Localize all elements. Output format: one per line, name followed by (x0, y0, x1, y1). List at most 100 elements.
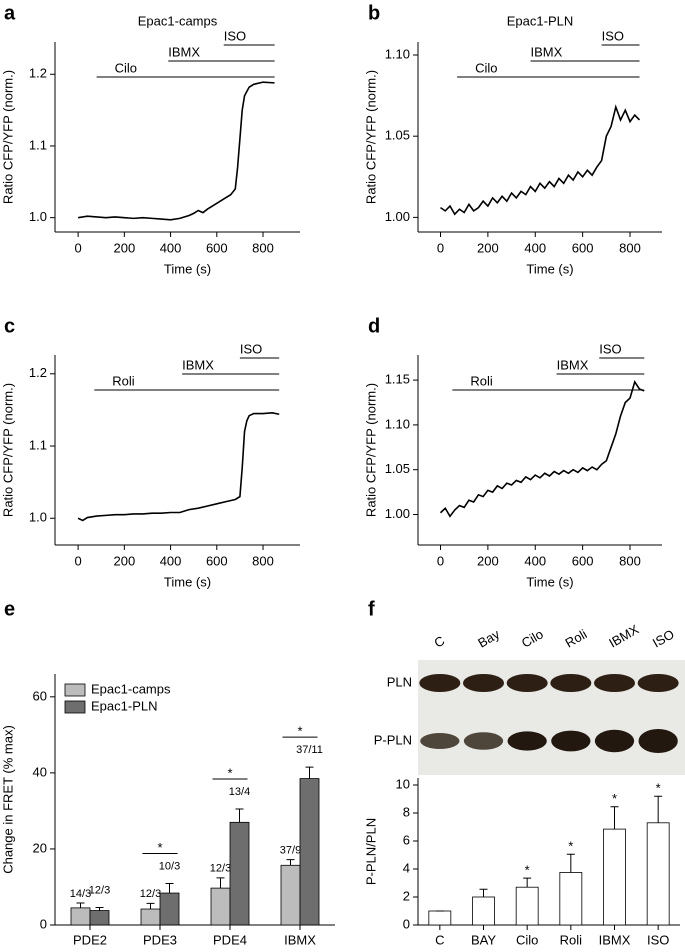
x-tick-label: 0 (437, 240, 444, 255)
row-label: P-PLN (374, 732, 412, 747)
x-tick-label: PDE3 (143, 932, 177, 947)
x-tick-label: 400 (524, 240, 546, 255)
y-axis-label: Ratio CFP/YFP (norm.) (0, 70, 15, 204)
x-tick-label: 200 (113, 240, 135, 255)
bar (210, 887, 231, 926)
data-line (440, 104, 641, 216)
y-tick-label: 0 (403, 916, 410, 931)
x-tick-label: 600 (206, 240, 228, 255)
y-tick-label: 1.05 (385, 461, 410, 476)
panel-letter: b (368, 2, 380, 24)
blot-band (506, 674, 548, 692)
x-tick-label: Cilo (516, 932, 538, 947)
error-bar (216, 877, 225, 889)
lane-label: C (432, 633, 448, 651)
blot-band (551, 730, 591, 752)
x-tick-label: 0 (74, 553, 81, 568)
lane-label: ISO (650, 626, 677, 650)
y-axis-label: Ratio CFP/YFP (norm.) (363, 70, 378, 204)
x-tick-label: 200 (113, 553, 135, 568)
treatment-label: ISO (224, 28, 246, 43)
n-label: 13/4 (229, 786, 250, 798)
error-bar (479, 888, 488, 897)
lane-label: IBMX (606, 622, 641, 651)
y-tick-label: 20 (33, 840, 47, 855)
x-axis-label: Time (s) (164, 261, 211, 276)
bar (559, 872, 583, 926)
x-tick-label: 800 (619, 240, 641, 255)
data-line (77, 411, 280, 522)
bar (299, 778, 320, 926)
y-tick-label: 40 (33, 764, 47, 779)
x-tick-label: 0 (437, 553, 444, 568)
panel-letter: c (4, 315, 15, 337)
x-tick-label: Roli (560, 932, 583, 947)
y-tick-label: 1.10 (385, 46, 410, 61)
x-tick-label: BAY (471, 932, 496, 947)
treatment-label: Cilo (475, 60, 497, 75)
x-tick-label: C (435, 932, 444, 947)
chart-title: Epac1-PLN (507, 13, 573, 28)
error-bar (610, 806, 619, 830)
chart-title: Epac1-camps (138, 13, 218, 28)
treatment-label: IBMX (168, 44, 200, 59)
blot-band (507, 731, 547, 751)
x-axis-label: Time (s) (526, 261, 573, 276)
treatment-label: IBMX (531, 44, 563, 59)
treatment-label: Cilo (115, 60, 137, 75)
y-tick-label: 1.0 (29, 209, 47, 224)
y-tick-label: 4 (403, 860, 410, 875)
bar (472, 896, 495, 926)
y-tick-label: 0 (40, 916, 47, 931)
error-bar (286, 859, 295, 866)
y-tick-label: 1.1 (29, 437, 47, 452)
treatment-label: ISO (599, 341, 621, 356)
x-tick-label: 800 (619, 553, 641, 568)
x-tick-label: 400 (524, 553, 546, 568)
bar (229, 821, 250, 926)
bar (89, 910, 110, 926)
x-tick-label: 400 (160, 240, 182, 255)
blot-band (463, 732, 504, 750)
n-label: 37/11 (296, 744, 323, 756)
blot-band (419, 674, 461, 692)
x-tick-label: 0 (74, 240, 81, 255)
x-tick-label: 600 (572, 553, 594, 568)
panel-letter: d (368, 315, 380, 337)
x-axis-label: Time (s) (526, 574, 573, 589)
x-tick-label: 600 (206, 553, 228, 568)
y-tick-label: 1.15 (385, 372, 410, 387)
x-tick-label: ISO (647, 932, 669, 947)
y-tick-label: 1.05 (385, 128, 410, 143)
x-tick-label: PDE4 (213, 932, 247, 947)
legend-swatch (64, 700, 86, 714)
lane-label: Roli (563, 626, 590, 650)
legend-swatch (64, 683, 86, 697)
blot-band (637, 674, 679, 692)
significance-star: * (297, 724, 302, 739)
y-axis-label: Ratio CFP/YFP (norm.) (363, 383, 378, 517)
y-tick-label: 10 (396, 776, 410, 791)
significance-star: * (227, 765, 232, 780)
bar (603, 828, 626, 926)
y-tick-label: 1.00 (385, 506, 410, 521)
x-tick-label: 400 (160, 553, 182, 568)
x-tick-label: 800 (252, 553, 274, 568)
bar (159, 892, 180, 926)
blot-band (420, 733, 460, 749)
y-axis-label: P-PLN/PLN (363, 818, 378, 885)
significance-star: * (612, 791, 617, 806)
legend-label: Epac1-PLN (91, 698, 157, 713)
panel-letter: f (368, 598, 375, 620)
n-label: 12/3 (140, 888, 161, 900)
y-tick-label: 1.00 (385, 209, 410, 224)
treatment-label: Roli (112, 373, 135, 388)
bar (428, 910, 452, 926)
significance-star: * (656, 781, 661, 796)
y-tick-label: 1.1 (29, 137, 47, 152)
y-tick-label: 60 (33, 688, 47, 703)
bar (515, 886, 539, 926)
n-label: 12/3 (210, 863, 231, 875)
x-tick-label: PDE2 (73, 932, 107, 947)
